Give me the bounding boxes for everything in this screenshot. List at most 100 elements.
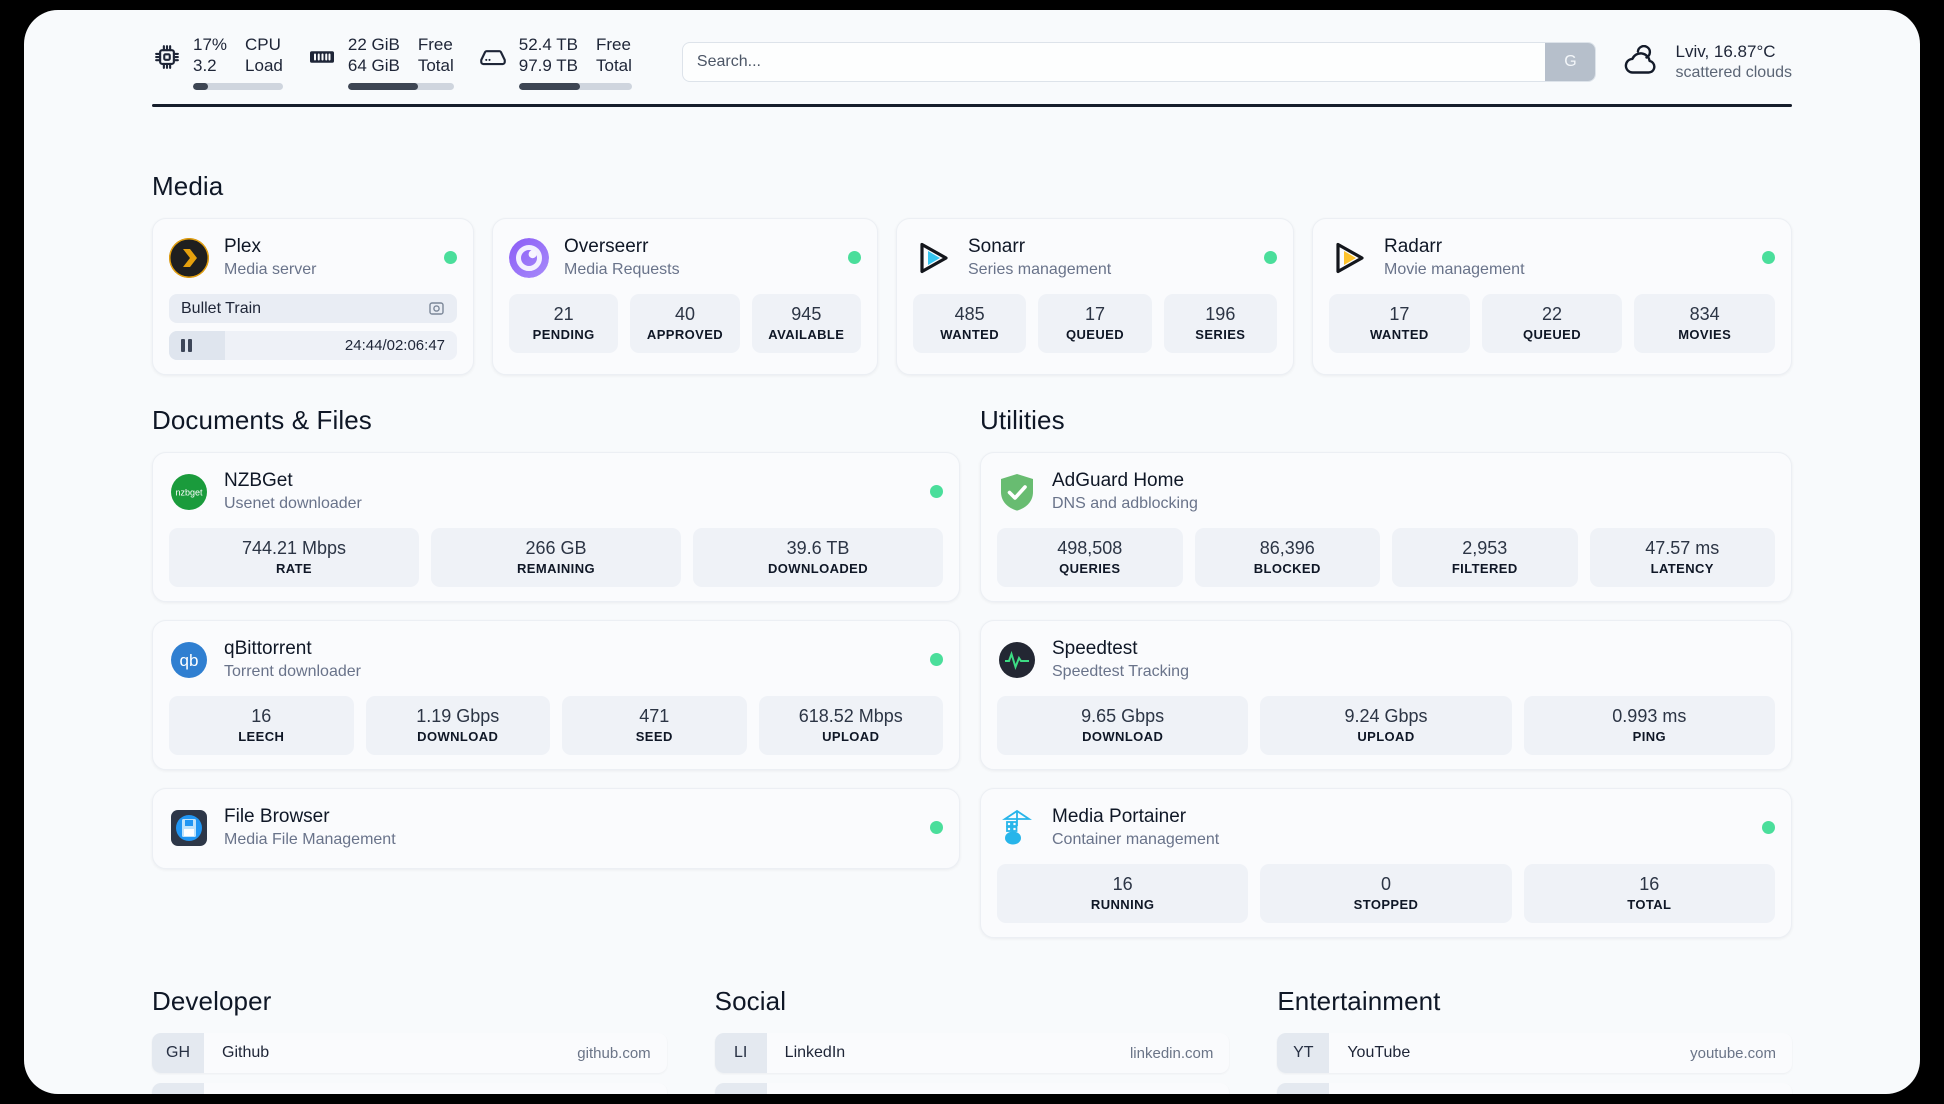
- memory-usage-bar: [347, 83, 454, 90]
- radarr-name: Radarr: [1384, 236, 1443, 257]
- stat-label: MOVIES: [1678, 327, 1732, 342]
- speedtest-name: Speedtest: [1052, 638, 1138, 659]
- plex-subtitle: Media server: [224, 261, 317, 278]
- memory-free-value: 22 GiB: [347, 35, 400, 54]
- svg-text:nzbget: nzbget: [175, 487, 203, 497]
- service-card-overseerr[interactable]: Overseerr Media Requests 21 PENDING 40 APP…: [492, 218, 878, 375]
- stat-value: 21: [553, 304, 574, 324]
- stat-label: BLOCKED: [1253, 561, 1321, 576]
- service-card-filebrowser[interactable]: File Browser Media File Management: [152, 788, 960, 869]
- nzbget-subtitle: Usenet downloader: [224, 495, 362, 512]
- plex-name: Plex: [224, 236, 261, 257]
- stat-value: 618.52 Mbps: [798, 706, 903, 726]
- portainer-name: Media Portainer: [1052, 806, 1187, 827]
- plex-time: 24:44/02:06:47: [345, 337, 445, 354]
- nzbget-stats: 744.21 Mbps RATE 266 GB REMAINING 39.6 TB D…: [169, 528, 943, 587]
- bookmark-group-social: Social LI LinkedIn linkedin.com TW Twitt…: [714, 986, 1230, 1094]
- stat-value: 834: [1689, 304, 1720, 324]
- section-title-social: Social: [714, 986, 787, 1016]
- bookmark-url: twitter.com: [1142, 1083, 1230, 1094]
- section-title-media: Media: [152, 171, 224, 201]
- stat-tile: 618.52 Mbps UPLOAD: [758, 696, 943, 755]
- stat-value: 498,508: [1057, 538, 1123, 558]
- stat-label: TOTAL: [1627, 897, 1672, 912]
- resource-widget-memory: 22 GiB 64 GiB Free Total: [307, 34, 454, 90]
- bookmark-item-netflix[interactable]: NF Netflix netflix.com: [1277, 1083, 1793, 1094]
- bookmark-abbr: NF: [1277, 1083, 1330, 1094]
- cloud-icon: [1622, 44, 1662, 79]
- hard-disk-icon: [478, 42, 508, 72]
- stat-value: 22: [1541, 304, 1563, 324]
- header-divider: [152, 104, 1792, 107]
- service-card-nzbget[interactable]: nzbget NZBGet Usenet downloader 744.21 M…: [152, 452, 960, 602]
- memory-free-label: Free: [417, 35, 453, 54]
- stat-value: 17: [1389, 304, 1410, 324]
- service-card-adguard[interactable]: AdGuard Home DNS and adblocking 498,508 Q…: [980, 452, 1792, 602]
- stat-tile: 9.24 Gbps UPLOAD: [1260, 696, 1512, 755]
- cpu-usage-label: CPU: [245, 35, 281, 54]
- stat-tile: 744.21 Mbps RATE: [169, 528, 419, 587]
- filebrowser-icon: [169, 808, 209, 848]
- stat-value: 16: [251, 706, 272, 726]
- column-documents: Documents & Files nzbget NZBGet Usenet d…: [152, 405, 960, 869]
- cast-icon[interactable]: [428, 300, 445, 317]
- weather-location-temp: Lviv, 16.87°C: [1675, 42, 1776, 61]
- cpu-usage-value: 17%: [193, 35, 228, 54]
- portainer-icon: [997, 808, 1037, 848]
- storage-total-value: 97.9 TB: [518, 56, 578, 75]
- service-card-speedtest[interactable]: Speedtest Speedtest Tracking 9.65 Gbps DO…: [980, 620, 1792, 770]
- speedtest-subtitle: Speedtest Tracking: [1052, 663, 1189, 680]
- stat-tile: 945 AVAILABLE: [751, 294, 861, 353]
- stat-tile: 9.65 Gbps DOWNLOAD: [997, 696, 1249, 755]
- search-submit-button[interactable]: G: [1545, 43, 1596, 81]
- storage-total-label: Total: [596, 56, 632, 75]
- service-card-plex[interactable]: Plex Media server Bullet Train 24:44/02:…: [152, 218, 474, 375]
- stat-label: APPROVED: [646, 327, 724, 342]
- stat-label: PING: [1632, 729, 1667, 744]
- bookmark-name: StackOverflow: [204, 1083, 325, 1094]
- cpu-chip-icon: [152, 42, 182, 72]
- stat-value: 1.19 Gbps: [416, 706, 500, 726]
- status-badge-overseerr: [848, 251, 861, 264]
- plex-now-playing-title: Bullet Train: [181, 299, 262, 317]
- cpu-load-value: 3.2: [193, 56, 217, 75]
- stat-value: 2,953: [1462, 538, 1508, 558]
- stat-label: WANTED: [940, 327, 1000, 342]
- service-card-sonarr[interactable]: Sonarr Series management 485 WANTED 17 QUE…: [896, 218, 1294, 375]
- status-badge-portainer: [1762, 821, 1775, 834]
- bookmark-item-stackoverflow[interactable]: SO StackOverflow stackoverflow.com: [152, 1083, 667, 1094]
- plex-progress-bar[interactable]: 24:44/02:06:47: [169, 331, 457, 360]
- service-card-radarr[interactable]: Radarr Movie management 17 WANTED 22 QUEUE…: [1312, 218, 1792, 375]
- bookmark-item-linkedin[interactable]: LI LinkedIn linkedin.com: [714, 1033, 1230, 1073]
- stat-label: WANTED: [1369, 327, 1429, 342]
- stat-label: UPLOAD: [1357, 729, 1415, 744]
- qbittorrent-stats: 16 LEECH 1.19 Gbps DOWNLOAD 471 SEED 618.52…: [169, 696, 943, 755]
- plex-time-separator: /: [382, 337, 387, 354]
- stat-label: RUNNING: [1090, 897, 1155, 912]
- stat-label: QUEUED: [1522, 327, 1582, 342]
- bookmark-item-github[interactable]: GH Github github.com: [152, 1033, 667, 1073]
- plex-icon: [169, 237, 209, 278]
- bookmark-url: stackoverflow.com: [528, 1083, 667, 1094]
- stat-tile: 86,396 BLOCKED: [1194, 528, 1380, 587]
- stat-value: 485: [954, 304, 985, 324]
- search-input[interactable]: [682, 43, 1546, 81]
- stat-label: SERIES: [1195, 327, 1246, 342]
- bookmark-name: Twitter: [767, 1083, 832, 1094]
- bookmark-item-twitter[interactable]: TW Twitter twitter.com: [714, 1083, 1230, 1094]
- pause-icon[interactable]: [181, 339, 192, 352]
- service-card-qbittorrent[interactable]: qb qBittorrent Torrent downloader 16 LEEC…: [152, 620, 960, 770]
- column-utilities: Utilities AdGuard Home DNS and adblockin…: [980, 405, 1792, 938]
- radarr-icon: [1329, 238, 1369, 278]
- svg-text:qb: qb: [180, 651, 199, 670]
- sonarr-icon: [913, 238, 953, 278]
- bookmark-item-youtube[interactable]: YT YouTube youtube.com: [1277, 1033, 1793, 1073]
- nzbget-name: NZBGet: [224, 470, 293, 491]
- stat-label: FILTERED: [1451, 561, 1518, 576]
- status-badge-radarr: [1762, 251, 1775, 264]
- service-card-portainer[interactable]: Media Portainer Container management 16 R…: [980, 788, 1792, 938]
- search-bar[interactable]: G: [681, 42, 1597, 82]
- stat-value: 9.65 Gbps: [1081, 706, 1165, 726]
- bookmark-url: netflix.com: [1704, 1083, 1792, 1094]
- stat-tile: 2,953 FILTERED: [1392, 528, 1578, 587]
